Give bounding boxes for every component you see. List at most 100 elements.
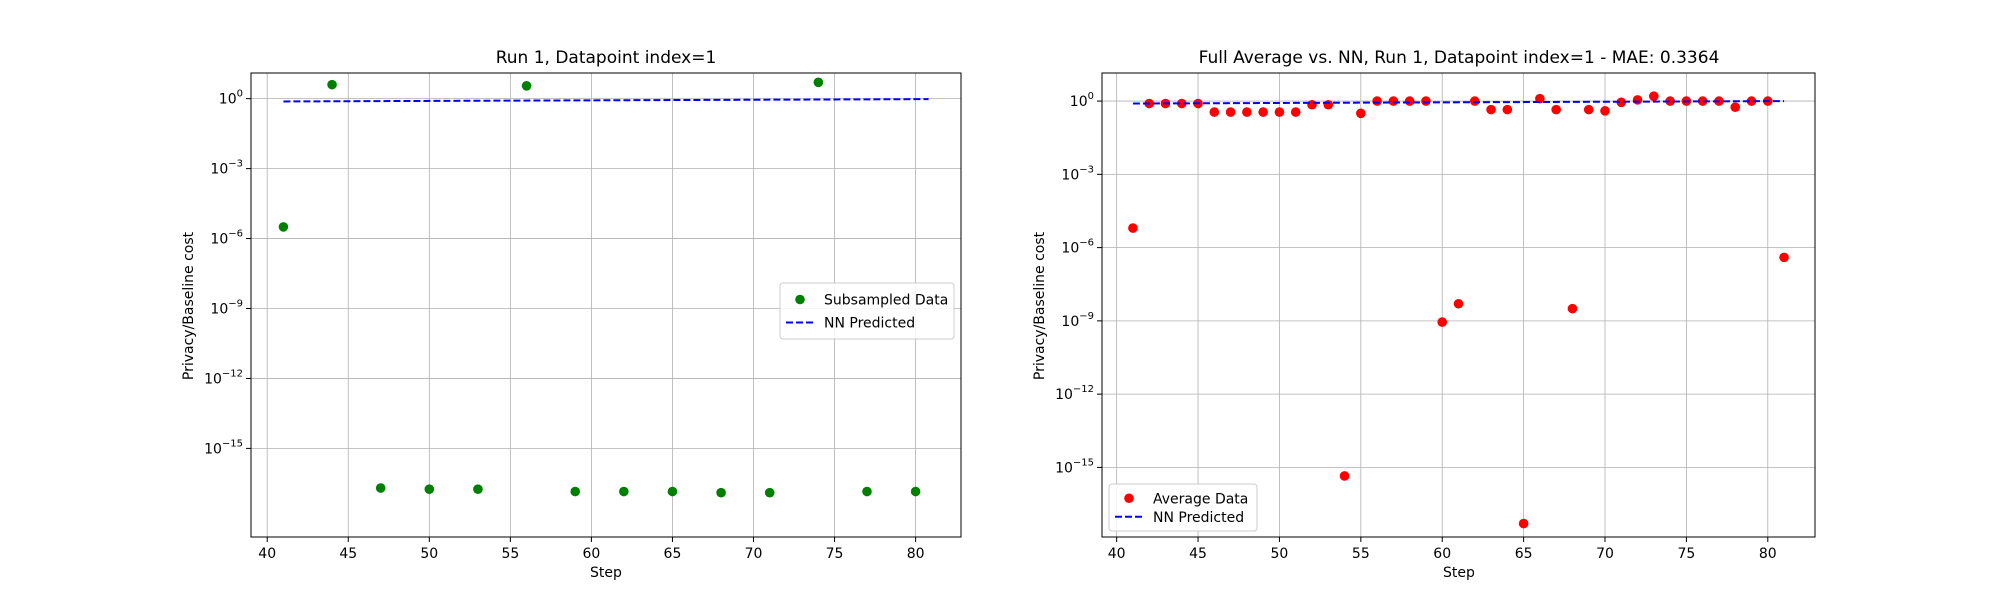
right-data-point xyxy=(1697,96,1708,106)
left-data-point xyxy=(278,222,289,232)
right-legend: Average Data NN Predicted xyxy=(1108,483,1258,532)
left-y-tick-label: 10−6 xyxy=(210,229,243,248)
left-x-tick-label: 65 xyxy=(664,546,682,562)
left-y-tick-label: 10−12 xyxy=(204,368,243,387)
right-data-point xyxy=(1779,252,1789,263)
right-legend-label: Average Data xyxy=(1153,491,1248,507)
right-data-point xyxy=(1225,107,1236,117)
left-data-point xyxy=(570,486,581,497)
left-data-point xyxy=(716,487,726,498)
right-chart-title: Full Average vs. NN, Run 1, Datapoint in… xyxy=(1199,48,1720,68)
right-nn-predicted-line xyxy=(1132,100,1785,105)
right-data-point xyxy=(1469,96,1480,106)
right-data-point xyxy=(1372,96,1382,106)
right-data-point xyxy=(1290,107,1301,117)
right-x-tick-label: 70 xyxy=(1596,546,1614,562)
right-data-point xyxy=(1128,223,1138,233)
right-grid xyxy=(1102,73,1815,537)
right-data-point xyxy=(1502,104,1513,115)
right-y-tick-label: 10−3 xyxy=(1061,164,1094,183)
right-x-tick-label: 50 xyxy=(1271,546,1289,562)
left-data-point xyxy=(473,484,483,495)
right-plot-frame xyxy=(1101,72,1816,538)
right-data-point xyxy=(1730,102,1741,112)
right-data-point xyxy=(1388,96,1399,106)
right-data-point xyxy=(1453,298,1464,309)
right-data-point xyxy=(1551,104,1561,115)
right-data-point xyxy=(1567,303,1578,314)
right-y-tick-label: 10−9 xyxy=(1061,311,1094,330)
right-data-point xyxy=(1356,108,1366,119)
left-marks xyxy=(278,77,929,498)
left-plot-frame xyxy=(250,72,962,538)
right-data-point xyxy=(1339,471,1350,481)
right-x-tick-label: 40 xyxy=(1108,546,1126,562)
right-data-point xyxy=(1421,96,1431,106)
right-x-tick-label: 80 xyxy=(1759,546,1777,562)
right-y-tick-label: 10−12 xyxy=(1055,384,1094,403)
left-x-tick-label: 80 xyxy=(907,546,925,562)
right-x-tick-label: 60 xyxy=(1433,546,1451,562)
left-x-tick-label: 60 xyxy=(582,546,600,562)
left-x-tick-label: 50 xyxy=(420,546,438,562)
right-data-point xyxy=(1274,107,1285,117)
left-data-point xyxy=(862,486,872,497)
right-x-axis-label: Step xyxy=(1443,565,1475,581)
right-legend-marker xyxy=(1124,493,1134,504)
left-data-point xyxy=(667,486,678,497)
left-data-point xyxy=(424,484,435,495)
left-legend-marker xyxy=(795,294,805,305)
left-data-point xyxy=(327,79,337,90)
right-legend-box xyxy=(1108,483,1258,532)
left-nn-predicted-line xyxy=(283,98,929,103)
left-data-point xyxy=(521,81,532,91)
right-data-point xyxy=(1404,96,1415,106)
left-legend-label: Subsampled Data xyxy=(824,293,948,309)
left-y-tick-label: 10−15 xyxy=(204,438,243,457)
left-x-tick-label: 40 xyxy=(258,546,276,562)
left-y-tick-label: 10−9 xyxy=(210,298,243,317)
left-ticks: 40 45 50 55 60 65 70 75 80 100 10−3 10−6 10−9 10−12 10… xyxy=(204,89,924,562)
right-data-point xyxy=(1583,104,1594,115)
right-data-point xyxy=(1518,518,1529,529)
right-data-point xyxy=(1209,107,1220,117)
right-ticks: 40 45 50 55 60 65 70 75 80 100 10−3 10−6 10−9 10−12 10… xyxy=(1055,91,1777,562)
right-data-point xyxy=(1649,91,1659,101)
right-data-point xyxy=(1307,99,1317,110)
left-x-axis-label: Step xyxy=(590,565,622,581)
right-x-tick-label: 65 xyxy=(1515,546,1533,562)
left-x-tick-label: 55 xyxy=(501,546,519,562)
right-legend-label: NN Predicted xyxy=(1153,510,1244,526)
right-x-tick-label: 75 xyxy=(1677,546,1695,562)
left-y-tick-label: 10−3 xyxy=(210,159,243,178)
left-x-tick-label: 45 xyxy=(339,546,357,562)
right-y-tick-label: 10−6 xyxy=(1061,238,1094,257)
left-y-tick-label: 100 xyxy=(219,89,243,108)
right-data-point xyxy=(1486,104,1496,115)
left-x-tick-label: 75 xyxy=(826,546,844,562)
left-chart-panel: Run 1, Datapoint index=1 Step Privacy/Ba… xyxy=(181,48,962,581)
left-data-point xyxy=(813,77,824,88)
right-y-tick-label: 100 xyxy=(1070,91,1094,110)
right-y-tick-label: 10−15 xyxy=(1055,457,1094,476)
right-data-point xyxy=(1632,95,1643,105)
left-data-point xyxy=(375,483,386,493)
left-legend: Subsampled Data NN Predicted xyxy=(779,282,955,340)
right-marks xyxy=(1128,91,1789,529)
right-x-tick-label: 45 xyxy=(1189,546,1207,562)
left-legend-label: NN Predicted xyxy=(824,316,915,332)
right-chart-panel: Full Average vs. NN, Run 1, Datapoint in… xyxy=(1032,48,1816,581)
right-data-point xyxy=(1600,106,1610,116)
left-data-point xyxy=(910,486,921,497)
left-data-point xyxy=(764,487,775,498)
right-data-point xyxy=(1746,96,1757,106)
right-x-tick-label: 55 xyxy=(1352,546,1370,562)
right-y-axis-label: Privacy/Baseline cost xyxy=(1032,231,1048,380)
left-legend-box xyxy=(779,282,955,340)
left-y-axis-label: Privacy/Baseline cost xyxy=(181,231,197,380)
right-data-point xyxy=(1258,107,1268,117)
right-data-point xyxy=(1616,97,1627,108)
left-x-tick-label: 70 xyxy=(745,546,763,562)
right-data-point xyxy=(1242,107,1252,117)
